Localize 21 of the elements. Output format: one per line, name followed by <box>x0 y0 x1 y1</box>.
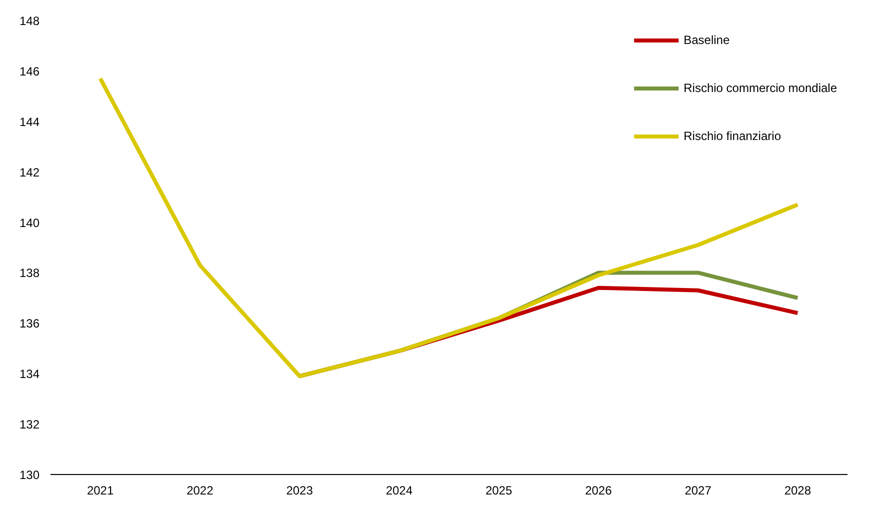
y-tick-label: 136 <box>19 316 40 331</box>
y-tick-label: 132 <box>19 418 40 432</box>
x-tick-label: 2021 <box>86 484 114 498</box>
y-tick-label: 134 <box>19 367 40 382</box>
x-tick-label: 2027 <box>684 484 712 498</box>
x-tick-label: 2025 <box>485 484 512 498</box>
x-tick-label: 2028 <box>784 484 812 498</box>
y-tick-label: 130 <box>19 468 40 482</box>
y-tick-label: 142 <box>19 165 40 180</box>
y-tick-label: 140 <box>19 216 40 230</box>
y-tick-label: 148 <box>19 14 40 28</box>
x-tick-label: 2023 <box>286 484 314 498</box>
legend-label: Rischio finanziario <box>684 129 781 143</box>
x-tick-label: 2022 <box>186 484 214 498</box>
legend-label: Rischio commercio mondiale <box>684 81 837 95</box>
legend-label: Baseline <box>684 33 730 47</box>
y-tick-label: 138 <box>19 266 40 280</box>
x-tick-label: 2024 <box>386 484 413 498</box>
y-tick-label: 146 <box>19 64 40 78</box>
x-tick-label: 2026 <box>585 484 612 498</box>
y-tick-label: 144 <box>19 114 40 129</box>
